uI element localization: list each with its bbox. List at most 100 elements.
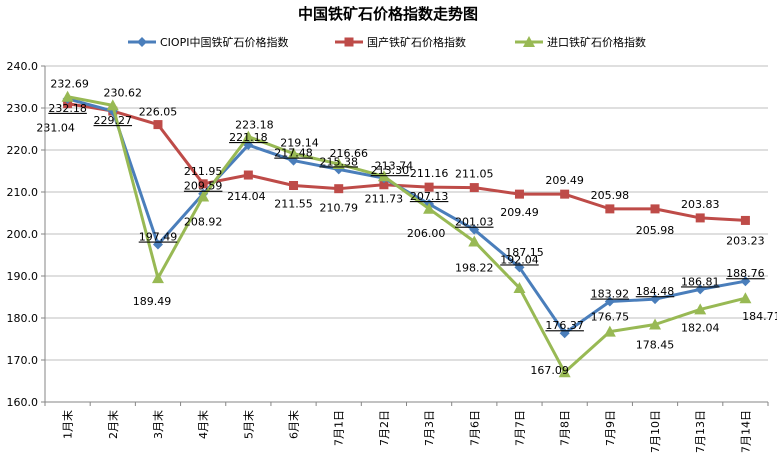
x-tick-label: 2月末: [106, 410, 120, 439]
data-labels: 232.18 229.27 197.49 209.59 221.18 217.48 215.…: [36, 78, 777, 378]
data-label-s0-4: 221.18: [229, 131, 268, 144]
data-label-s1-0: 231.04: [36, 122, 75, 135]
data-label-s0-6: 215.38: [319, 155, 358, 168]
data-point-s1-12: [605, 204, 615, 214]
legend-label-0: CIOPI中国铁矿石价格指数: [160, 35, 288, 49]
y-tick-label: 170.0: [7, 354, 39, 367]
data-label-s1-5: 211.55: [274, 197, 313, 210]
data-label-s0-15: 188.76: [726, 267, 765, 280]
data-label-s2-2: 189.49: [133, 295, 172, 308]
x-tick-label: 6月末: [287, 410, 301, 439]
data-label-s2-7: 213.74: [375, 159, 414, 172]
data-label-s0-14: 186.81: [681, 275, 720, 288]
series-line-2: [67, 95, 746, 374]
data-label-s0-7: 213.30: [371, 164, 410, 177]
data-label-s2-1: 230.62: [104, 86, 143, 99]
data-point-s2-12: [603, 325, 616, 337]
data-point-s1-4: [243, 170, 253, 180]
x-tick-label: 7月14日: [739, 410, 752, 453]
legend: CIOPI中国铁矿石价格指数 国产铁矿石价格指数 进口铁矿石价格指数: [128, 35, 646, 49]
data-label-s0-0: 232.18: [48, 102, 87, 115]
data-point-s2-13: [649, 318, 662, 330]
data-point-s2-1: [106, 99, 119, 111]
data-label-s2-9: 198.22: [455, 261, 494, 274]
data-point-s2-2: [151, 272, 164, 284]
data-point-s0-2: [152, 239, 163, 250]
y-tick-label: 220.0: [7, 144, 39, 157]
data-label-s0-11: 176.37: [545, 319, 584, 332]
data-label-s0-12: 183.92: [591, 288, 630, 301]
data-point-s0-15: [740, 276, 751, 287]
y-tick-label: 230.0: [7, 102, 39, 115]
data-label-s2-0: 232.69: [50, 78, 89, 91]
x-axis-ticks: 1月末 2月末 3月末 4月末 5月末 6月末 7月1日 7月2日 7月3日 7月6日 7月7日 7月…: [61, 410, 753, 453]
legend-label-2: 进口铁矿石价格指数: [547, 35, 646, 49]
data-point-s1-6: [334, 184, 344, 194]
data-label-s1-15: 203.23: [726, 234, 765, 247]
data-point-s1-7: [379, 180, 389, 190]
data-label-s2-8: 206.00: [407, 227, 446, 240]
data-point-s1-10: [514, 189, 524, 199]
data-label-s0-8: 207.13: [410, 190, 449, 203]
data-point-s2-8: [423, 202, 436, 214]
data-point-s0-4: [243, 140, 254, 151]
data-label-s0-1: 229.27: [94, 114, 133, 127]
data-point-s1-8: [424, 182, 434, 192]
legend-marker-1: [344, 37, 354, 47]
y-tick-label: 190.0: [7, 270, 39, 283]
data-label-s1-13: 205.98: [636, 224, 675, 237]
data-label-s1-8: 211.16: [410, 167, 449, 180]
data-point-s2-14: [694, 303, 707, 315]
data-label-s1-12: 205.98: [591, 189, 630, 202]
data-point-s2-6: [332, 158, 345, 170]
data-point-s1-15: [740, 215, 750, 225]
data-point-s0-13: [650, 294, 661, 305]
data-label-s1-2: 226.05: [139, 106, 178, 119]
data-label-s0-10: 192.04: [500, 253, 539, 266]
x-tick-label: 7月8日: [559, 410, 572, 446]
x-tick-label: 7月2日: [378, 410, 391, 446]
data-point-s1-3: [198, 179, 208, 189]
data-point-s2-4: [242, 130, 255, 142]
data-point-s1-2: [153, 120, 163, 130]
data-point-s0-9: [469, 224, 480, 235]
data-label-s2-13: 178.45: [636, 339, 675, 352]
data-label-s0-3: 209.59: [184, 180, 223, 193]
x-tick-label: 4月末: [196, 410, 210, 439]
data-label-s1-10: 209.49: [500, 206, 539, 219]
data-point-s2-7: [377, 170, 390, 182]
data-label-s1-3: 211.95: [184, 165, 223, 178]
legend-marker-0: [137, 37, 147, 47]
data-point-s2-9: [468, 235, 481, 247]
x-tick-label: 7月6日: [468, 410, 481, 446]
x-tick-label: 7月1日: [333, 410, 346, 446]
chart-title: 中国铁矿石价格指数走势图: [298, 5, 478, 23]
data-label-s2-14: 182.04: [681, 321, 720, 334]
data-point-s1-9: [469, 183, 479, 193]
data-label-s2-4: 223.18: [235, 119, 274, 132]
data-label-s1-9: 211.05: [455, 168, 494, 181]
data-point-s0-10: [514, 262, 525, 273]
data-label-s2-6: 216.66: [329, 147, 368, 160]
y-tick-label: 180.0: [7, 312, 39, 325]
series-group: [61, 90, 752, 378]
data-label-s1-14: 203.83: [681, 198, 720, 211]
data-point-s2-15: [739, 292, 752, 304]
y-tick-label: 160.0: [7, 396, 39, 409]
data-point-s2-10: [513, 281, 526, 293]
data-label-s2-12: 176.75: [591, 311, 630, 324]
y-tick-label: 210.0: [7, 186, 39, 199]
data-label-s1-7: 211.73: [365, 193, 404, 206]
data-point-s0-12: [604, 296, 615, 307]
x-tick-label: 1月末: [61, 410, 75, 439]
data-label-s2-3: 208.92: [184, 216, 223, 229]
data-label-s0-2: 197.49: [139, 231, 178, 244]
data-point-s1-11: [560, 189, 570, 199]
data-point-s0-11: [559, 328, 570, 339]
x-tick-label: 7月9日: [604, 410, 617, 446]
legend-label-1: 国产铁矿石价格指数: [367, 35, 466, 49]
data-label-s2-5: 219.14: [280, 137, 319, 150]
data-label-s1-4: 214.04: [227, 190, 266, 203]
